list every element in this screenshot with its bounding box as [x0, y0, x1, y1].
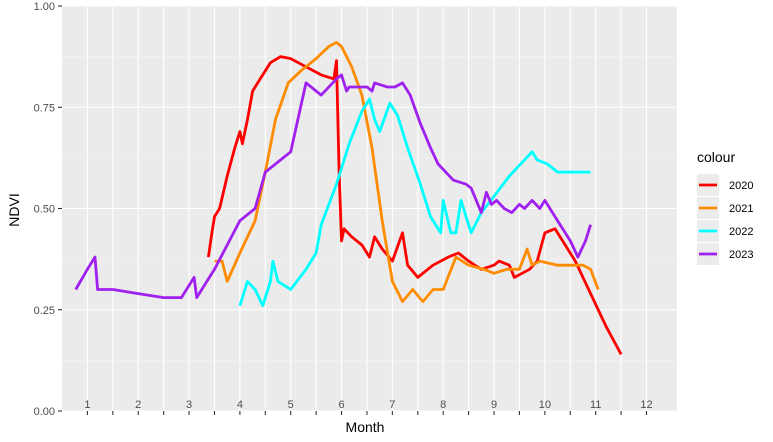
series-line-2023 [74, 73, 592, 299]
major-gridlines [62, 5, 677, 412]
month-label: 9 [491, 399, 497, 411]
month-label: 12 [640, 399, 652, 411]
minor-gridlines [62, 56, 677, 361]
month-label: 2 [135, 399, 141, 411]
x-axis-title: Month [346, 419, 385, 435]
y-tick-label: 0.25 [34, 305, 55, 317]
month-labels: 1 2 3 4 5 6 7 8 9 10 11 12 [84, 399, 652, 411]
y-axis: 0.00 0.25 0.50 0.75 1.00 [34, 1, 62, 418]
legend-label-2021: 2021 [729, 203, 753, 215]
legend-label-2020: 2020 [729, 180, 753, 192]
legend: colour 2020 2021 2022 2023 [697, 149, 753, 265]
legend-title: colour [697, 149, 735, 165]
month-label: 5 [288, 399, 294, 411]
series-line-2022 [238, 97, 591, 308]
x-axis [86, 411, 648, 415]
month-label: 11 [590, 399, 601, 411]
y-tick-label: 0.00 [34, 406, 55, 418]
month-label: 6 [338, 399, 344, 411]
month-label: 1 [84, 399, 90, 411]
month-label: 3 [186, 399, 192, 411]
month-label: 10 [539, 399, 551, 411]
y-axis-title: NDVI [6, 193, 22, 226]
series-line-2021 [214, 41, 600, 303]
month-label: 8 [440, 399, 446, 411]
legend-label-2023: 2023 [729, 249, 753, 261]
month-label: 4 [237, 399, 243, 411]
y-tick-label: 1.00 [34, 1, 55, 13]
month-label: 7 [389, 399, 395, 411]
series-lines [74, 41, 623, 355]
y-tick-label: 0.50 [34, 204, 55, 216]
legend-label-2022: 2022 [729, 226, 753, 238]
series-line-2020 [207, 55, 623, 355]
y-tick-label: 0.75 [34, 102, 55, 114]
